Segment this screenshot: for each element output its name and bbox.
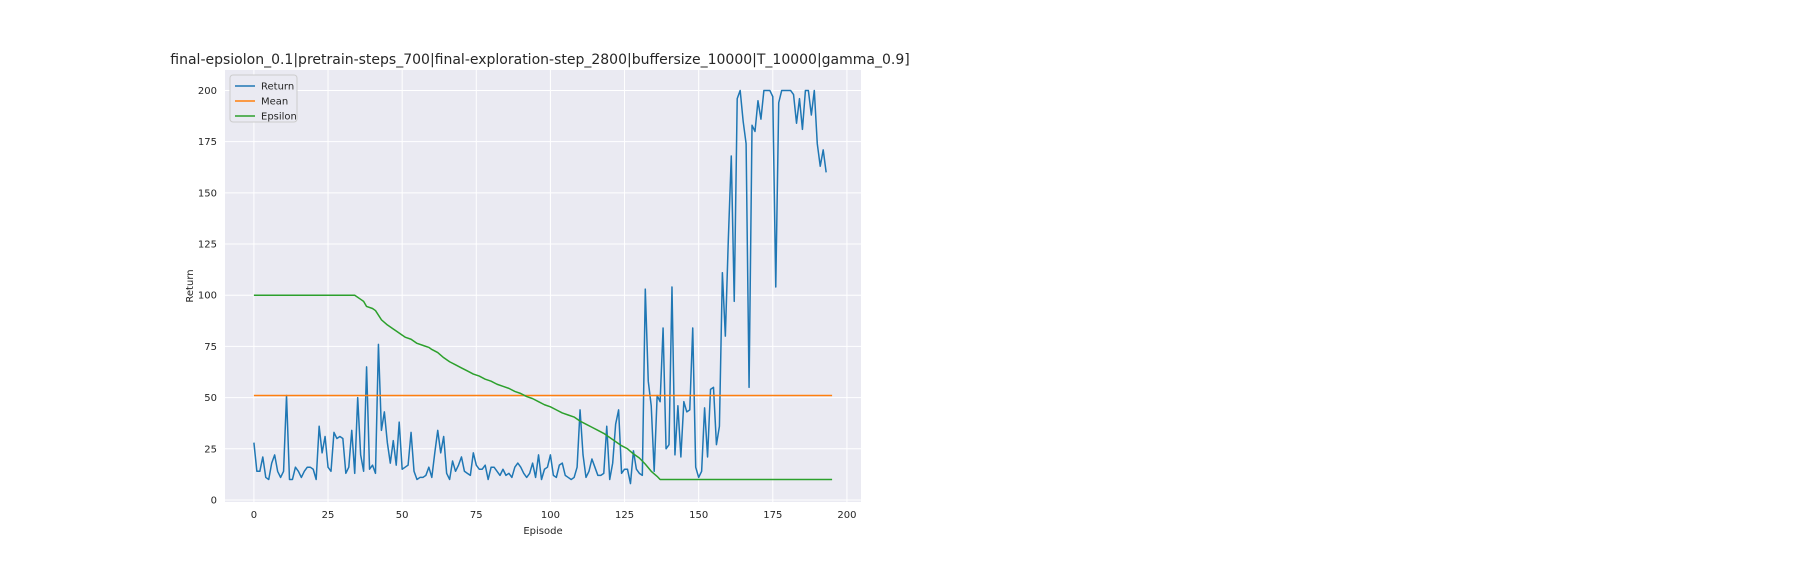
x-tick-label: 25 <box>322 510 335 521</box>
y-tick-label: 100 <box>198 291 217 302</box>
x-axis-ticks: 0 25 50 75 100 125 150 175 200 <box>251 510 857 521</box>
y-tick-label: 175 <box>198 137 217 148</box>
x-tick-label: 200 <box>837 510 856 521</box>
x-tick-label: 125 <box>615 510 634 521</box>
y-tick-label: 0 <box>211 495 217 506</box>
x-axis-label: Episode <box>523 526 562 537</box>
y-tick-label: 125 <box>198 240 217 251</box>
chart-title: final-epsiolon_0.1|pretrain-steps_700|fi… <box>170 52 909 68</box>
legend-label: Epsilon <box>261 112 297 123</box>
x-tick-label: 75 <box>470 510 483 521</box>
series-layer <box>253 89 833 485</box>
legend: Return Mean Epsilon <box>229 74 298 123</box>
y-tick-label: 150 <box>198 188 217 199</box>
y-axis-label: Return <box>185 269 196 302</box>
x-tick-label: 50 <box>396 510 409 521</box>
legend-label: Mean <box>261 97 288 108</box>
y-tick-label: 25 <box>204 444 217 455</box>
series-line-return <box>253 89 827 485</box>
x-tick-label: 100 <box>541 510 560 521</box>
y-axis-ticks: 0 25 50 75 100 125 150 175 200 <box>198 86 217 506</box>
x-tick-label: 150 <box>689 510 708 521</box>
y-tick-label: 50 <box>204 393 217 404</box>
x-tick-label: 0 <box>251 510 257 521</box>
series-line-epsilon <box>253 294 833 481</box>
y-tick-label: 75 <box>204 342 217 353</box>
y-tick-label: 200 <box>198 86 217 97</box>
legend-label: Return <box>261 82 294 93</box>
x-tick-label: 175 <box>763 510 782 521</box>
